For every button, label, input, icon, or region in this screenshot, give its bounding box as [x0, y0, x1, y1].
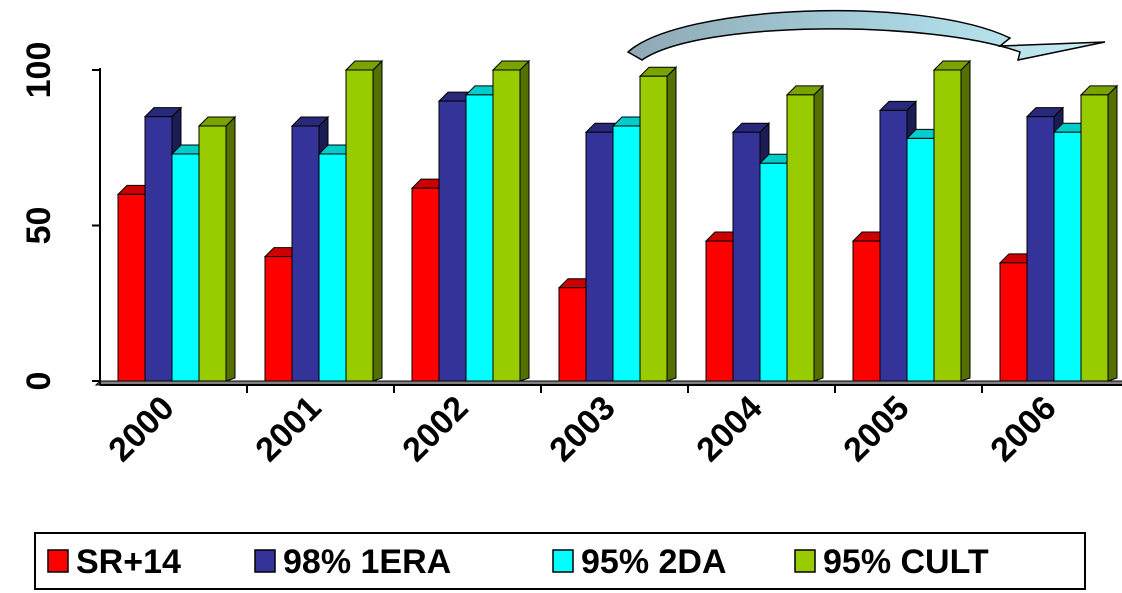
- x-tick-label: 2000: [101, 389, 181, 469]
- legend-swatch: [794, 549, 816, 573]
- legend-swatch: [552, 549, 574, 573]
- x-tick-label: 2003: [542, 389, 622, 469]
- bar: [638, 66, 678, 382]
- x-tick-label: 2001: [248, 389, 328, 469]
- bar: [932, 59, 972, 382]
- x-tick-label: 2002: [395, 389, 475, 469]
- legend-swatch: [254, 549, 276, 573]
- legend-item: 98% 1ERA: [254, 543, 451, 581]
- bar: [785, 84, 825, 382]
- x-tick-label: 2005: [836, 389, 916, 469]
- legend: SR+14 98% 1ERA 95% 2DA 95% CULT: [34, 532, 1086, 590]
- x-tick-label: 2004: [689, 389, 769, 469]
- legend-label: SR+14: [76, 543, 181, 581]
- legend-label: 98% 1ERA: [283, 543, 451, 581]
- legend-item: 95% CULT: [794, 543, 989, 581]
- curved-arrow-icon: [626, 9, 1106, 61]
- bar: [491, 59, 531, 382]
- y-tick-label: 0: [20, 372, 58, 391]
- bar: [197, 115, 237, 382]
- legend-label: 95% 2DA: [581, 543, 727, 581]
- y-tick-label: 50: [20, 207, 58, 245]
- legend-item: SR+14: [47, 543, 181, 581]
- legend-label: 95% CULT: [823, 543, 989, 581]
- bar: [1079, 84, 1119, 382]
- bar: [344, 59, 384, 382]
- y-tick-label: 100: [20, 42, 58, 99]
- legend-swatch: [47, 549, 69, 573]
- plot-area: [94, 59, 1122, 386]
- legend-item: 95% 2DA: [552, 543, 727, 581]
- x-tick-label: 2006: [983, 389, 1063, 469]
